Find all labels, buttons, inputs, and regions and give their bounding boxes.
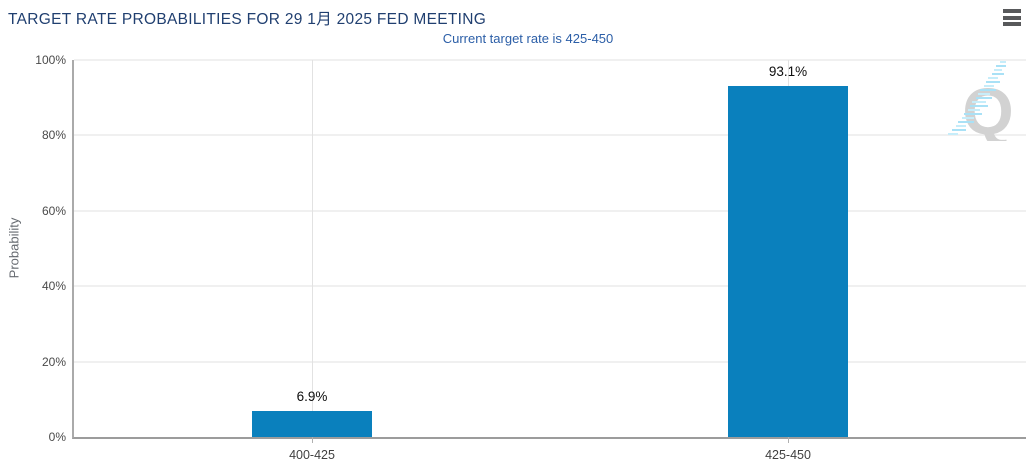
bar-value-label: 6.9% bbox=[296, 389, 328, 404]
y-tick-label: 40% bbox=[41, 279, 66, 294]
hamburger-icon bbox=[1003, 15, 1021, 20]
hamburger-icon bbox=[1003, 22, 1021, 26]
page-title: TARGET RATE PROBABILITIES FOR 29 1月 2025… bbox=[8, 11, 487, 28]
chart-subtitle: Current target rate is 425-450 bbox=[442, 31, 614, 46]
bar-value-label: 93.1% bbox=[768, 64, 808, 80]
probability-bar bbox=[252, 411, 372, 437]
y-tick-label: 100% bbox=[35, 53, 66, 67]
y-gridline bbox=[74, 134, 1026, 136]
plot-area: 0% 20% 40% 60% 80% 100% 6.9% 400-425 93.1% 425-45… bbox=[35, 53, 1026, 462]
y-tick-label: 20% bbox=[41, 354, 66, 369]
y-gridline bbox=[74, 59, 1026, 61]
y-tick-label: 80% bbox=[41, 128, 66, 143]
x-axis-tick bbox=[788, 437, 789, 443]
category-label: 400-425 bbox=[289, 448, 335, 462]
probability-bar bbox=[728, 86, 848, 437]
y-tick-label: 0% bbox=[48, 430, 66, 444]
y-tick-label: 60% bbox=[41, 203, 66, 218]
hamburger-icon bbox=[1003, 9, 1021, 13]
y-gridline bbox=[74, 361, 1026, 363]
y-axis-title: Probability bbox=[6, 217, 22, 279]
category-gridline bbox=[312, 60, 313, 437]
y-gridline bbox=[74, 285, 1026, 287]
x-axis-tick bbox=[312, 437, 313, 443]
category-label: 425-450 bbox=[765, 448, 811, 462]
y-gridline bbox=[74, 210, 1026, 212]
hamburger-menu-button[interactable] bbox=[1003, 9, 1021, 26]
